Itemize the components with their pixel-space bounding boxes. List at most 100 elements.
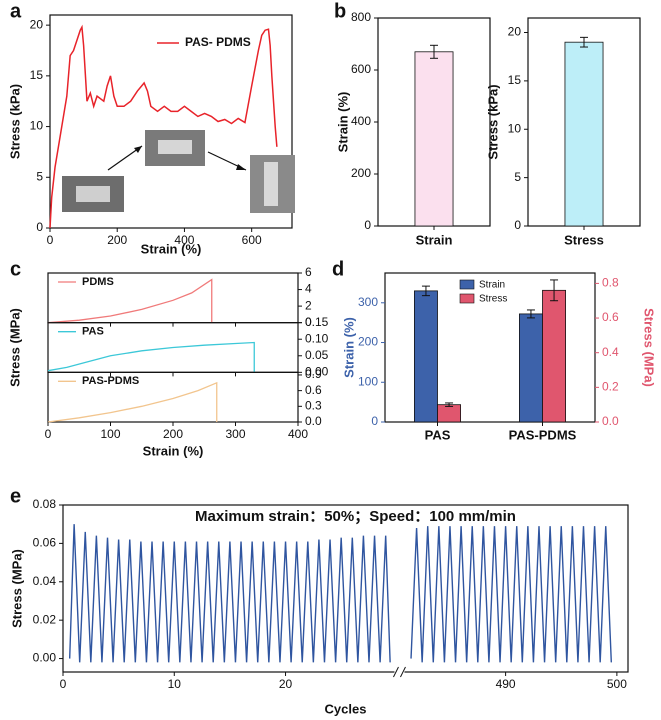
y-tick-label: 600 <box>351 62 371 76</box>
legend-label: PDMS <box>82 276 114 288</box>
panel-label: d <box>332 258 344 280</box>
error-bar <box>580 36 588 48</box>
axis-title: Stress (kPa) <box>7 84 22 159</box>
y-tick-label: 0.6 <box>305 383 322 397</box>
data-line <box>410 526 613 663</box>
y-tick-label: 5 <box>514 170 521 184</box>
y-tick-label: 4 <box>305 282 312 296</box>
y-tick-label: 0.05 <box>305 348 329 362</box>
arrow-head <box>134 146 142 153</box>
y-tick-label: 0.9 <box>305 367 322 381</box>
x-tick-label: Stress <box>564 232 604 247</box>
y-tick-label: 0 <box>371 414 378 428</box>
panel-label: b <box>334 0 346 22</box>
axis-title: Strain (%) <box>341 317 356 378</box>
legend-label: Stress <box>479 294 507 305</box>
axis-break-mark <box>400 666 406 678</box>
y-tick-label: 20 <box>30 17 44 31</box>
bar <box>437 404 462 423</box>
y-tick-label: 0.0 <box>305 414 322 428</box>
x-tick-label: 500 <box>607 677 627 691</box>
plot-frame <box>62 504 629 673</box>
axis-break-gap <box>394 669 405 675</box>
y-tick-label: 15 <box>508 73 522 87</box>
legend-label: PAS-PDMS <box>82 375 139 387</box>
y-tick-label: 0.00 <box>305 365 329 379</box>
inset-photo <box>158 140 192 154</box>
x-tick-label: PAS-PDMS <box>509 427 577 442</box>
error-bar <box>526 309 535 319</box>
y-tick-label: 0.02 <box>33 612 57 626</box>
y-tick-label: 10 <box>508 121 522 135</box>
x-tick-label: Strain <box>416 232 453 247</box>
x-tick-label: 100 <box>100 427 120 441</box>
legend-label: PAS <box>82 326 104 338</box>
y-tick-label: 400 <box>351 114 371 128</box>
error-bar <box>430 44 438 59</box>
y-tick-label: 6 <box>305 265 312 279</box>
plot-frame <box>49 14 293 229</box>
y-tick-label: 0 <box>36 220 43 234</box>
x-tick-label: 200 <box>163 427 183 441</box>
data-line <box>47 341 255 373</box>
y-tick-label: 0.08 <box>33 497 57 511</box>
error-bar <box>445 402 454 407</box>
y-tick-label: 0 <box>514 218 521 232</box>
data-line <box>49 24 278 229</box>
y-tick-label: 0.10 <box>305 331 329 345</box>
y-tick-label: 0.00 <box>33 651 57 665</box>
y-tick-label: 20 <box>508 25 522 39</box>
y-tick-label: 0 <box>364 218 371 232</box>
axis-break-mark <box>393 666 399 678</box>
legend-label: Strain <box>479 280 505 291</box>
error-bar <box>550 279 559 302</box>
panel-label: e <box>10 485 21 507</box>
y-tick-label: 0.04 <box>33 574 57 588</box>
annotation: Maximum strain：50%；Speed：100 mm/min <box>195 508 516 525</box>
x-tick-label: 200 <box>107 233 127 247</box>
data-line <box>68 524 391 663</box>
bar <box>414 51 454 227</box>
y-tick-label: 0.8 <box>602 276 619 290</box>
y-tick-label: 5 <box>36 169 43 183</box>
bar <box>519 313 543 423</box>
y-tick-label: 0.4 <box>602 345 619 359</box>
bar <box>564 41 604 227</box>
x-tick-label: 0 <box>45 427 52 441</box>
y-tick-label: 10 <box>30 119 44 133</box>
y-tick-label: 0.3 <box>305 398 322 412</box>
data-line <box>47 278 213 324</box>
inset-photo <box>76 186 110 202</box>
y-tick-label: 800 <box>351 10 371 24</box>
axis-title: Stress (MPa) <box>642 308 657 387</box>
axis-title: Strain (%) <box>335 92 350 153</box>
y-tick-label: 300 <box>358 295 378 309</box>
y-tick-label: 0.0 <box>602 414 619 428</box>
data-line <box>47 381 218 423</box>
legend-swatch <box>459 279 475 290</box>
axis-title: Strain (%) <box>143 443 204 458</box>
y-tick-label: 200 <box>358 335 378 349</box>
panel-label: a <box>10 0 22 22</box>
axis-title: Stress (MPa) <box>7 308 22 387</box>
bar <box>542 289 567 423</box>
inset-photo <box>264 162 278 206</box>
inset-photos <box>62 130 295 213</box>
legend-swatch <box>459 293 475 304</box>
y-tick-label: 0.6 <box>602 310 619 324</box>
axis-title: Cycles <box>325 701 367 716</box>
y-tick-label: 2 <box>305 298 312 312</box>
y-tick-label: 15 <box>30 68 44 82</box>
y-tick-label: 100 <box>358 374 378 388</box>
legend-label: PAS- PDMS <box>185 35 251 49</box>
x-tick-label: 300 <box>225 427 245 441</box>
x-tick-label: PAS <box>425 427 451 442</box>
plot-frame <box>384 272 596 423</box>
arrow-head <box>236 164 246 170</box>
x-tick-label: 10 <box>168 677 182 691</box>
y-tick-label: 0.15 <box>305 315 329 329</box>
y-tick-label: 0 <box>305 315 312 329</box>
y-tick-label: 200 <box>351 166 371 180</box>
axis-title: Stress (MPa) <box>9 549 24 628</box>
